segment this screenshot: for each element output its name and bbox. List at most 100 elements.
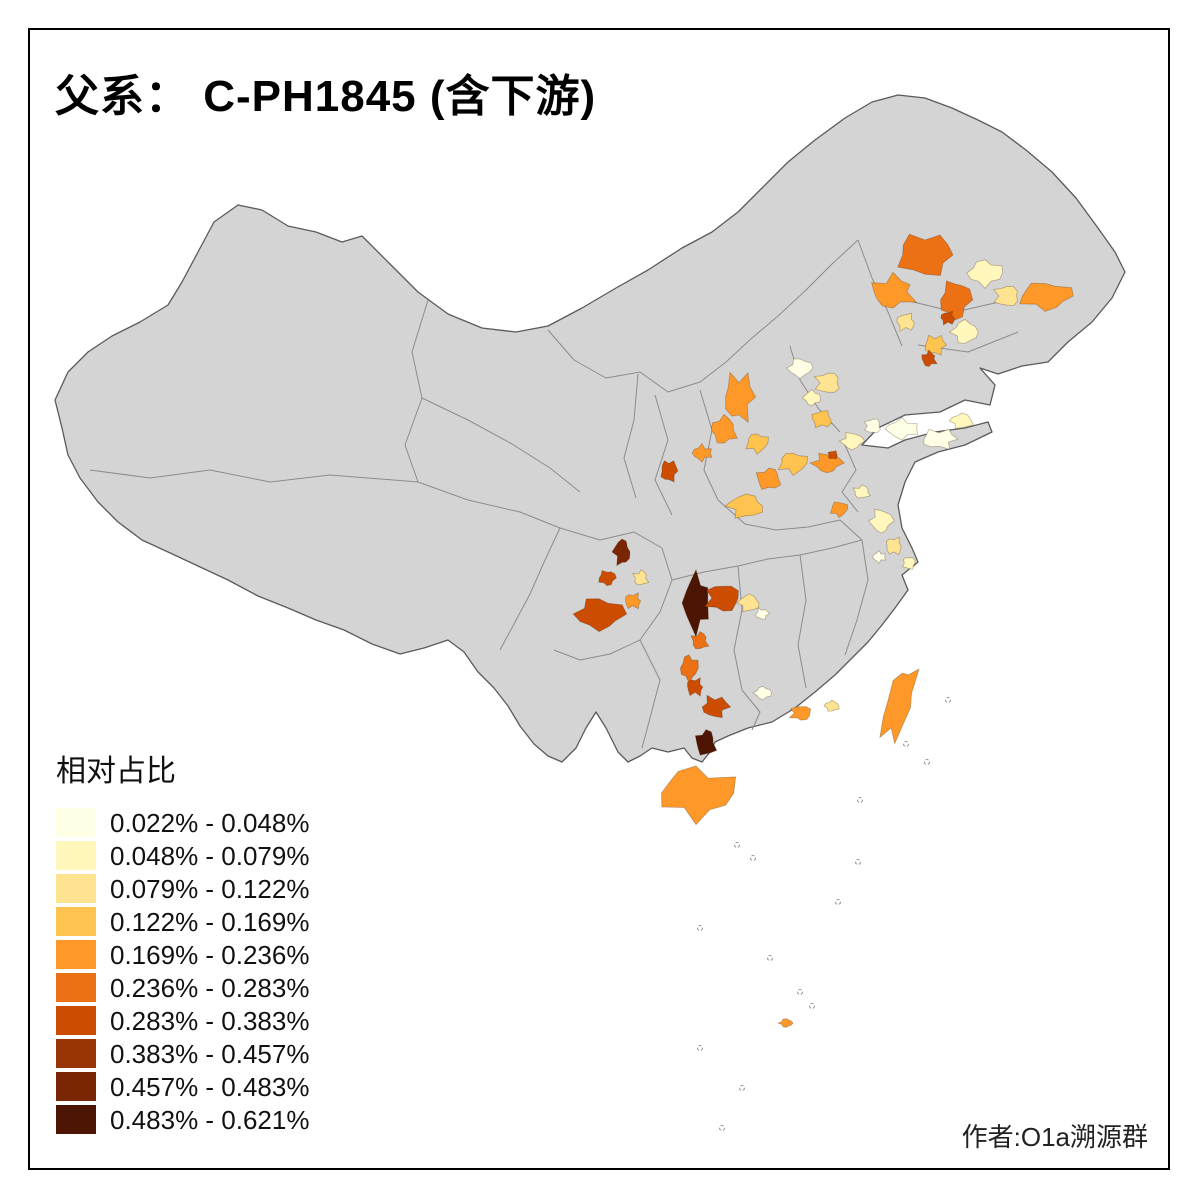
mainland-outline (54, 94, 1126, 763)
map-region (867, 508, 895, 534)
map-region (879, 668, 920, 745)
legend-row: 0.457% - 0.483% (56, 1070, 309, 1103)
legend-title: 相对占比 (56, 755, 176, 788)
map-region (703, 585, 739, 612)
map-region (777, 452, 809, 476)
islet (719, 1125, 725, 1131)
legend-label: 0.457% - 0.483% (110, 1071, 310, 1102)
map-region (948, 412, 974, 429)
legend-label: 0.236% - 0.283% (110, 972, 310, 1003)
map-region (632, 569, 650, 586)
legend-swatch (56, 808, 96, 837)
map-region (885, 536, 902, 556)
map-region (710, 413, 738, 444)
map-region (786, 358, 814, 380)
legend-label: 0.483% - 0.621% (110, 1104, 310, 1135)
map-region (852, 484, 872, 499)
islet (739, 1085, 745, 1091)
legend-label: 0.283% - 0.383% (110, 1005, 310, 1036)
map-region (687, 677, 704, 697)
map-region (838, 432, 866, 451)
legend-swatch (56, 1039, 96, 1068)
map-region (1019, 282, 1074, 312)
attribution: 作者:O1a溯源群 (961, 1122, 1148, 1152)
legend-label: 0.122% - 0.169% (110, 906, 310, 937)
map-region (694, 729, 718, 756)
legend-row: 0.079% - 0.122% (56, 872, 309, 905)
mainland-shape (54, 94, 1126, 763)
map-region (884, 416, 919, 441)
map-region (755, 607, 771, 620)
map-region (811, 410, 832, 429)
islet (924, 759, 930, 765)
map-region (660, 460, 679, 483)
map-region (871, 271, 918, 309)
islet (809, 1003, 815, 1009)
legend-row: 0.383% - 0.457% (56, 1037, 309, 1070)
legend-row: 0.236% - 0.283% (56, 971, 309, 1004)
map-title: 父系： C-PH1845 (含下游) (55, 72, 597, 121)
legend-label: 0.383% - 0.457% (110, 1038, 310, 1069)
islet (903, 741, 909, 747)
legend-swatch (56, 841, 96, 870)
map-region (681, 568, 709, 638)
legend-row: 0.048% - 0.079% (56, 839, 309, 872)
islet (797, 989, 803, 995)
islet (855, 859, 861, 865)
islet (835, 899, 841, 905)
map-region (897, 233, 954, 276)
map-region (966, 259, 1004, 290)
islet (697, 1045, 703, 1051)
map-region (598, 569, 617, 587)
south-sea-islets (697, 697, 951, 1131)
map-region (625, 592, 642, 610)
map-region (863, 418, 881, 434)
map-region (827, 450, 838, 460)
map-region (801, 388, 821, 407)
map-region (823, 699, 840, 712)
legend-row: 0.122% - 0.169% (56, 905, 309, 938)
legend-swatch (56, 1072, 96, 1101)
map-region (921, 349, 938, 367)
islet (734, 842, 740, 848)
map-region (940, 280, 974, 321)
map-region (896, 312, 915, 332)
islet (767, 955, 773, 961)
map-region (690, 631, 710, 650)
map-region (572, 598, 628, 633)
map-region (901, 556, 916, 570)
legend-swatch (56, 907, 96, 936)
islet (697, 925, 703, 931)
legend: 相对占比 0.022% - 0.048% 0.048% - 0.079% 0.079… (56, 746, 309, 1136)
map-region (701, 694, 732, 719)
colored-regions (572, 233, 1074, 1028)
map-region (992, 285, 1019, 307)
legend-swatch (56, 940, 96, 969)
map-region (923, 428, 959, 450)
map-region (829, 501, 849, 518)
legend-swatch (56, 874, 96, 903)
map-region (924, 334, 948, 356)
islet (857, 797, 863, 803)
map-region (725, 371, 757, 424)
map-region (813, 372, 840, 393)
map-region (776, 1018, 794, 1028)
legend-row: 0.022% - 0.048% (56, 806, 309, 839)
map-region (679, 654, 699, 684)
map-region (752, 685, 773, 701)
legend-row: 0.483% - 0.621% (56, 1103, 309, 1136)
legend-rows: 0.022% - 0.048% 0.048% - 0.079% 0.079% - 0… (56, 806, 309, 1136)
map-region (788, 706, 812, 721)
map-region (611, 538, 631, 567)
map-region (948, 318, 979, 344)
legend-swatch (56, 1006, 96, 1035)
legend-swatch (56, 1105, 96, 1134)
legend-row: 0.169% - 0.236% (56, 938, 309, 971)
legend-swatch (56, 973, 96, 1002)
legend-label: 0.079% - 0.122% (110, 873, 310, 904)
map-region (724, 493, 763, 519)
legend-row: 0.283% - 0.383% (56, 1004, 309, 1037)
map-region (940, 310, 955, 326)
legend-label: 0.169% - 0.236% (110, 939, 310, 970)
